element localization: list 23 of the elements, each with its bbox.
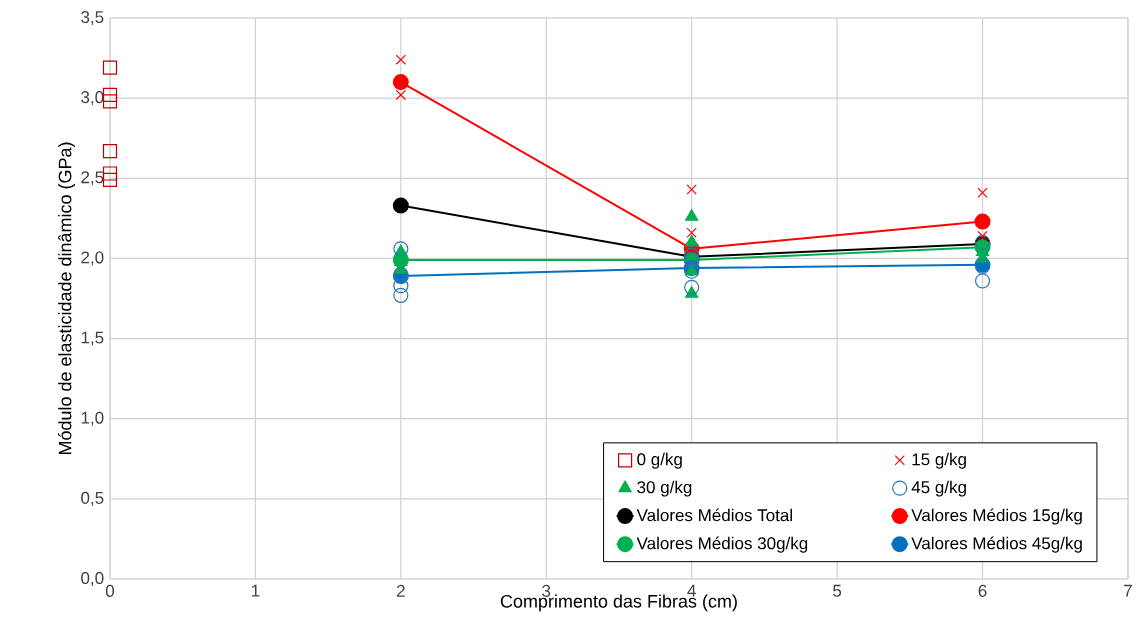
y-axis-title: Módulo de elasticidade dinâmico (GPa) (57, 142, 75, 455)
x-tick-label: 1 (251, 584, 260, 597)
y-tick-label: 3,5 (81, 10, 104, 26)
x-tick-label: 5 (833, 584, 842, 597)
legend-label: Valores Médios 30g/kg (636, 536, 808, 553)
legend-label: Valores Médios 45g/kg (911, 536, 1082, 553)
x-tick-label: 7 (1124, 584, 1132, 597)
y-tick-label: 2,5 (81, 171, 104, 186)
legend-label: 15 g/kg (912, 452, 966, 469)
legend-label: 30 g/kg (637, 480, 692, 497)
legend-label: Valores Médios Total (636, 508, 792, 522)
legend-label: Valores Médios 15g/kg (911, 508, 1082, 525)
legend-label: 45 g/kg (911, 480, 966, 497)
y-tick-label: 1,5 (81, 331, 104, 346)
y-tick-label: 1,0 (81, 411, 104, 426)
legend-label: 0 g/kg (637, 452, 682, 469)
x-tick-label: 6 (978, 584, 987, 597)
y-tick-label: 0,0 (81, 571, 104, 587)
y-tick-label: 0,5 (81, 491, 104, 506)
x-tick-label: 2 (396, 584, 405, 597)
y-tick-label: 2,0 (81, 251, 104, 266)
y-tick-label: 3,0 (81, 91, 104, 106)
x-tick-label: 0 (105, 584, 115, 597)
